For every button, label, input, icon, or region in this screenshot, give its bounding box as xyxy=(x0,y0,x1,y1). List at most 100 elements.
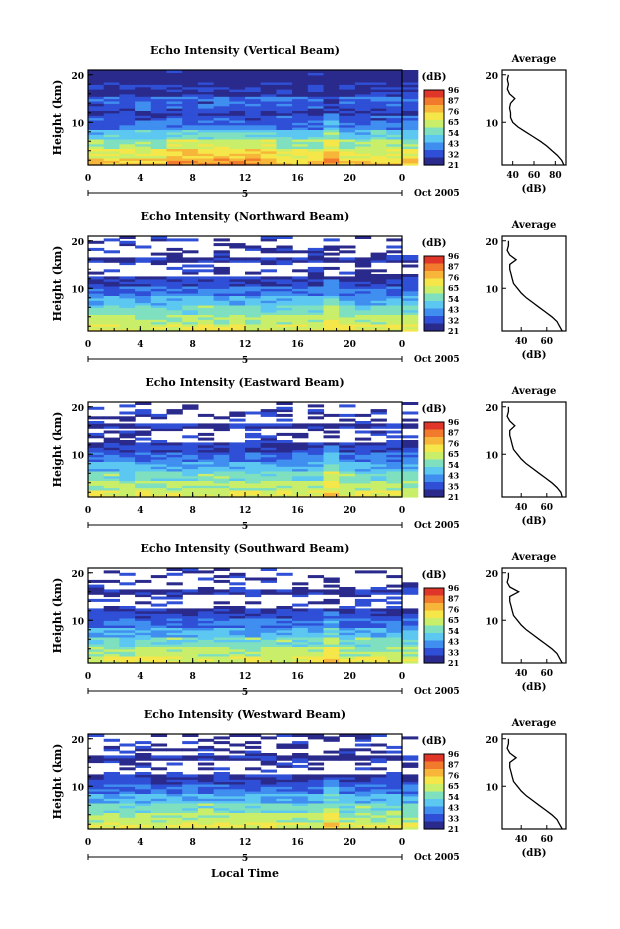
heatmap-cell xyxy=(103,807,120,811)
heatmap-cell xyxy=(135,451,152,455)
heatmap-cell xyxy=(292,812,309,816)
heatmap-cell xyxy=(354,629,372,633)
heatmap-cell xyxy=(370,587,387,590)
heatmap-cell xyxy=(307,146,325,149)
heatmap-cell xyxy=(119,423,136,427)
heatmap-cell xyxy=(370,482,387,486)
heatmap-cell xyxy=(166,589,183,593)
heatmap-cell xyxy=(213,478,230,481)
heatmap-cell xyxy=(323,283,340,287)
heatmap-cell xyxy=(276,425,293,429)
heatmap-cell xyxy=(182,257,199,261)
colorbar-segment xyxy=(424,101,444,106)
heatmap-cell xyxy=(370,283,387,287)
heatmap-cell xyxy=(150,634,168,638)
heatmap-cell xyxy=(307,255,325,258)
heatmap-cell xyxy=(88,86,105,90)
heatmap-cell xyxy=(386,136,403,140)
heatmap-cell xyxy=(103,122,120,126)
heatmap-cell xyxy=(119,84,136,88)
heatmap-cell xyxy=(197,653,215,657)
heatmap-cell xyxy=(182,119,199,123)
heatmap-cell xyxy=(182,70,199,73)
heatmap-cell xyxy=(402,779,419,783)
heatmap-cell xyxy=(197,423,215,427)
heatmap-cell xyxy=(182,150,199,154)
heatmap-cell xyxy=(103,91,120,95)
heatmap-cell xyxy=(135,795,152,799)
heatmap-cell xyxy=(182,425,199,429)
heatmap-cell xyxy=(88,160,105,164)
heatmap-cell xyxy=(292,753,309,756)
heatmap-cell xyxy=(276,288,293,292)
heatmap-cell xyxy=(119,781,136,785)
heatmap-cell xyxy=(276,451,293,455)
heatmap-cell xyxy=(119,103,136,107)
heatmap-cell xyxy=(323,447,340,451)
heatmap-cell xyxy=(135,786,152,790)
heatmap-cell xyxy=(354,589,372,593)
heatmap-cell xyxy=(386,601,403,605)
heatmap-cell xyxy=(260,127,277,130)
heatmap-cell xyxy=(119,489,136,493)
x-tick-label: 16 xyxy=(291,838,304,848)
heatmap-cell xyxy=(229,795,246,799)
colorbar-tick-label: 21 xyxy=(448,658,459,668)
x-tick-label: 0 xyxy=(399,838,405,848)
heatmap-cell xyxy=(197,587,215,590)
heatmap-cell xyxy=(229,572,246,576)
heatmap-cell xyxy=(292,456,309,460)
heatmap-cell xyxy=(370,817,387,821)
heatmap-cell xyxy=(166,110,183,114)
heatmap-cell xyxy=(182,449,199,453)
heatmap-cell xyxy=(229,482,246,486)
heatmap-cell xyxy=(166,266,183,270)
heatmap-cell xyxy=(260,293,277,296)
heatmap-cell xyxy=(386,122,403,126)
heatmap-cell xyxy=(260,793,277,797)
heatmap-cell xyxy=(135,105,152,109)
heatmap-cell xyxy=(197,641,215,645)
heatmap-cell xyxy=(182,74,199,78)
heatmap-cell xyxy=(213,271,230,275)
heatmap-cell xyxy=(182,468,199,472)
heatmap-cell xyxy=(307,461,325,465)
heatmap-cell xyxy=(229,162,246,166)
heatmap-cell xyxy=(88,470,105,474)
heatmap-cell xyxy=(260,236,277,239)
heatmap-cell xyxy=(402,582,419,586)
heatmap-cell xyxy=(402,328,419,332)
heatmap-cell xyxy=(182,651,199,655)
heatmap-cell xyxy=(402,257,419,261)
heatmap-cell xyxy=(182,798,199,802)
heatmap-cell xyxy=(213,805,230,809)
heatmap-cell xyxy=(323,641,340,645)
heatmap-cell xyxy=(276,468,293,472)
heatmap-cell xyxy=(276,281,293,285)
average-y-tick-label: 10 xyxy=(485,783,498,793)
heatmap-cell xyxy=(166,781,183,785)
heatmap-cell xyxy=(103,423,120,427)
heatmap-cell xyxy=(245,96,262,100)
heatmap-cell xyxy=(339,776,356,780)
heatmap-cell xyxy=(354,644,372,647)
heatmap-cell xyxy=(135,636,152,640)
heatmap-cell xyxy=(276,788,293,792)
heatmap-cell xyxy=(182,91,199,95)
heatmap-cell xyxy=(292,312,309,315)
heatmap-cell xyxy=(323,736,340,740)
heatmap-cell xyxy=(166,146,183,149)
average-xlabel: (dB) xyxy=(522,682,547,693)
heatmap-cell xyxy=(307,644,325,647)
heatmap-cell xyxy=(88,461,105,465)
heatmap-cell xyxy=(292,103,309,107)
heatmap-cell xyxy=(150,86,168,90)
heatmap-cell xyxy=(307,454,325,458)
heatmap-cell xyxy=(150,779,168,783)
heatmap-cell xyxy=(402,461,419,465)
heatmap-cell xyxy=(292,110,309,114)
heatmap-cell xyxy=(245,798,262,802)
heatmap-cell xyxy=(103,77,120,81)
heatmap-cell xyxy=(402,108,419,111)
heatmap-cell xyxy=(119,824,136,828)
